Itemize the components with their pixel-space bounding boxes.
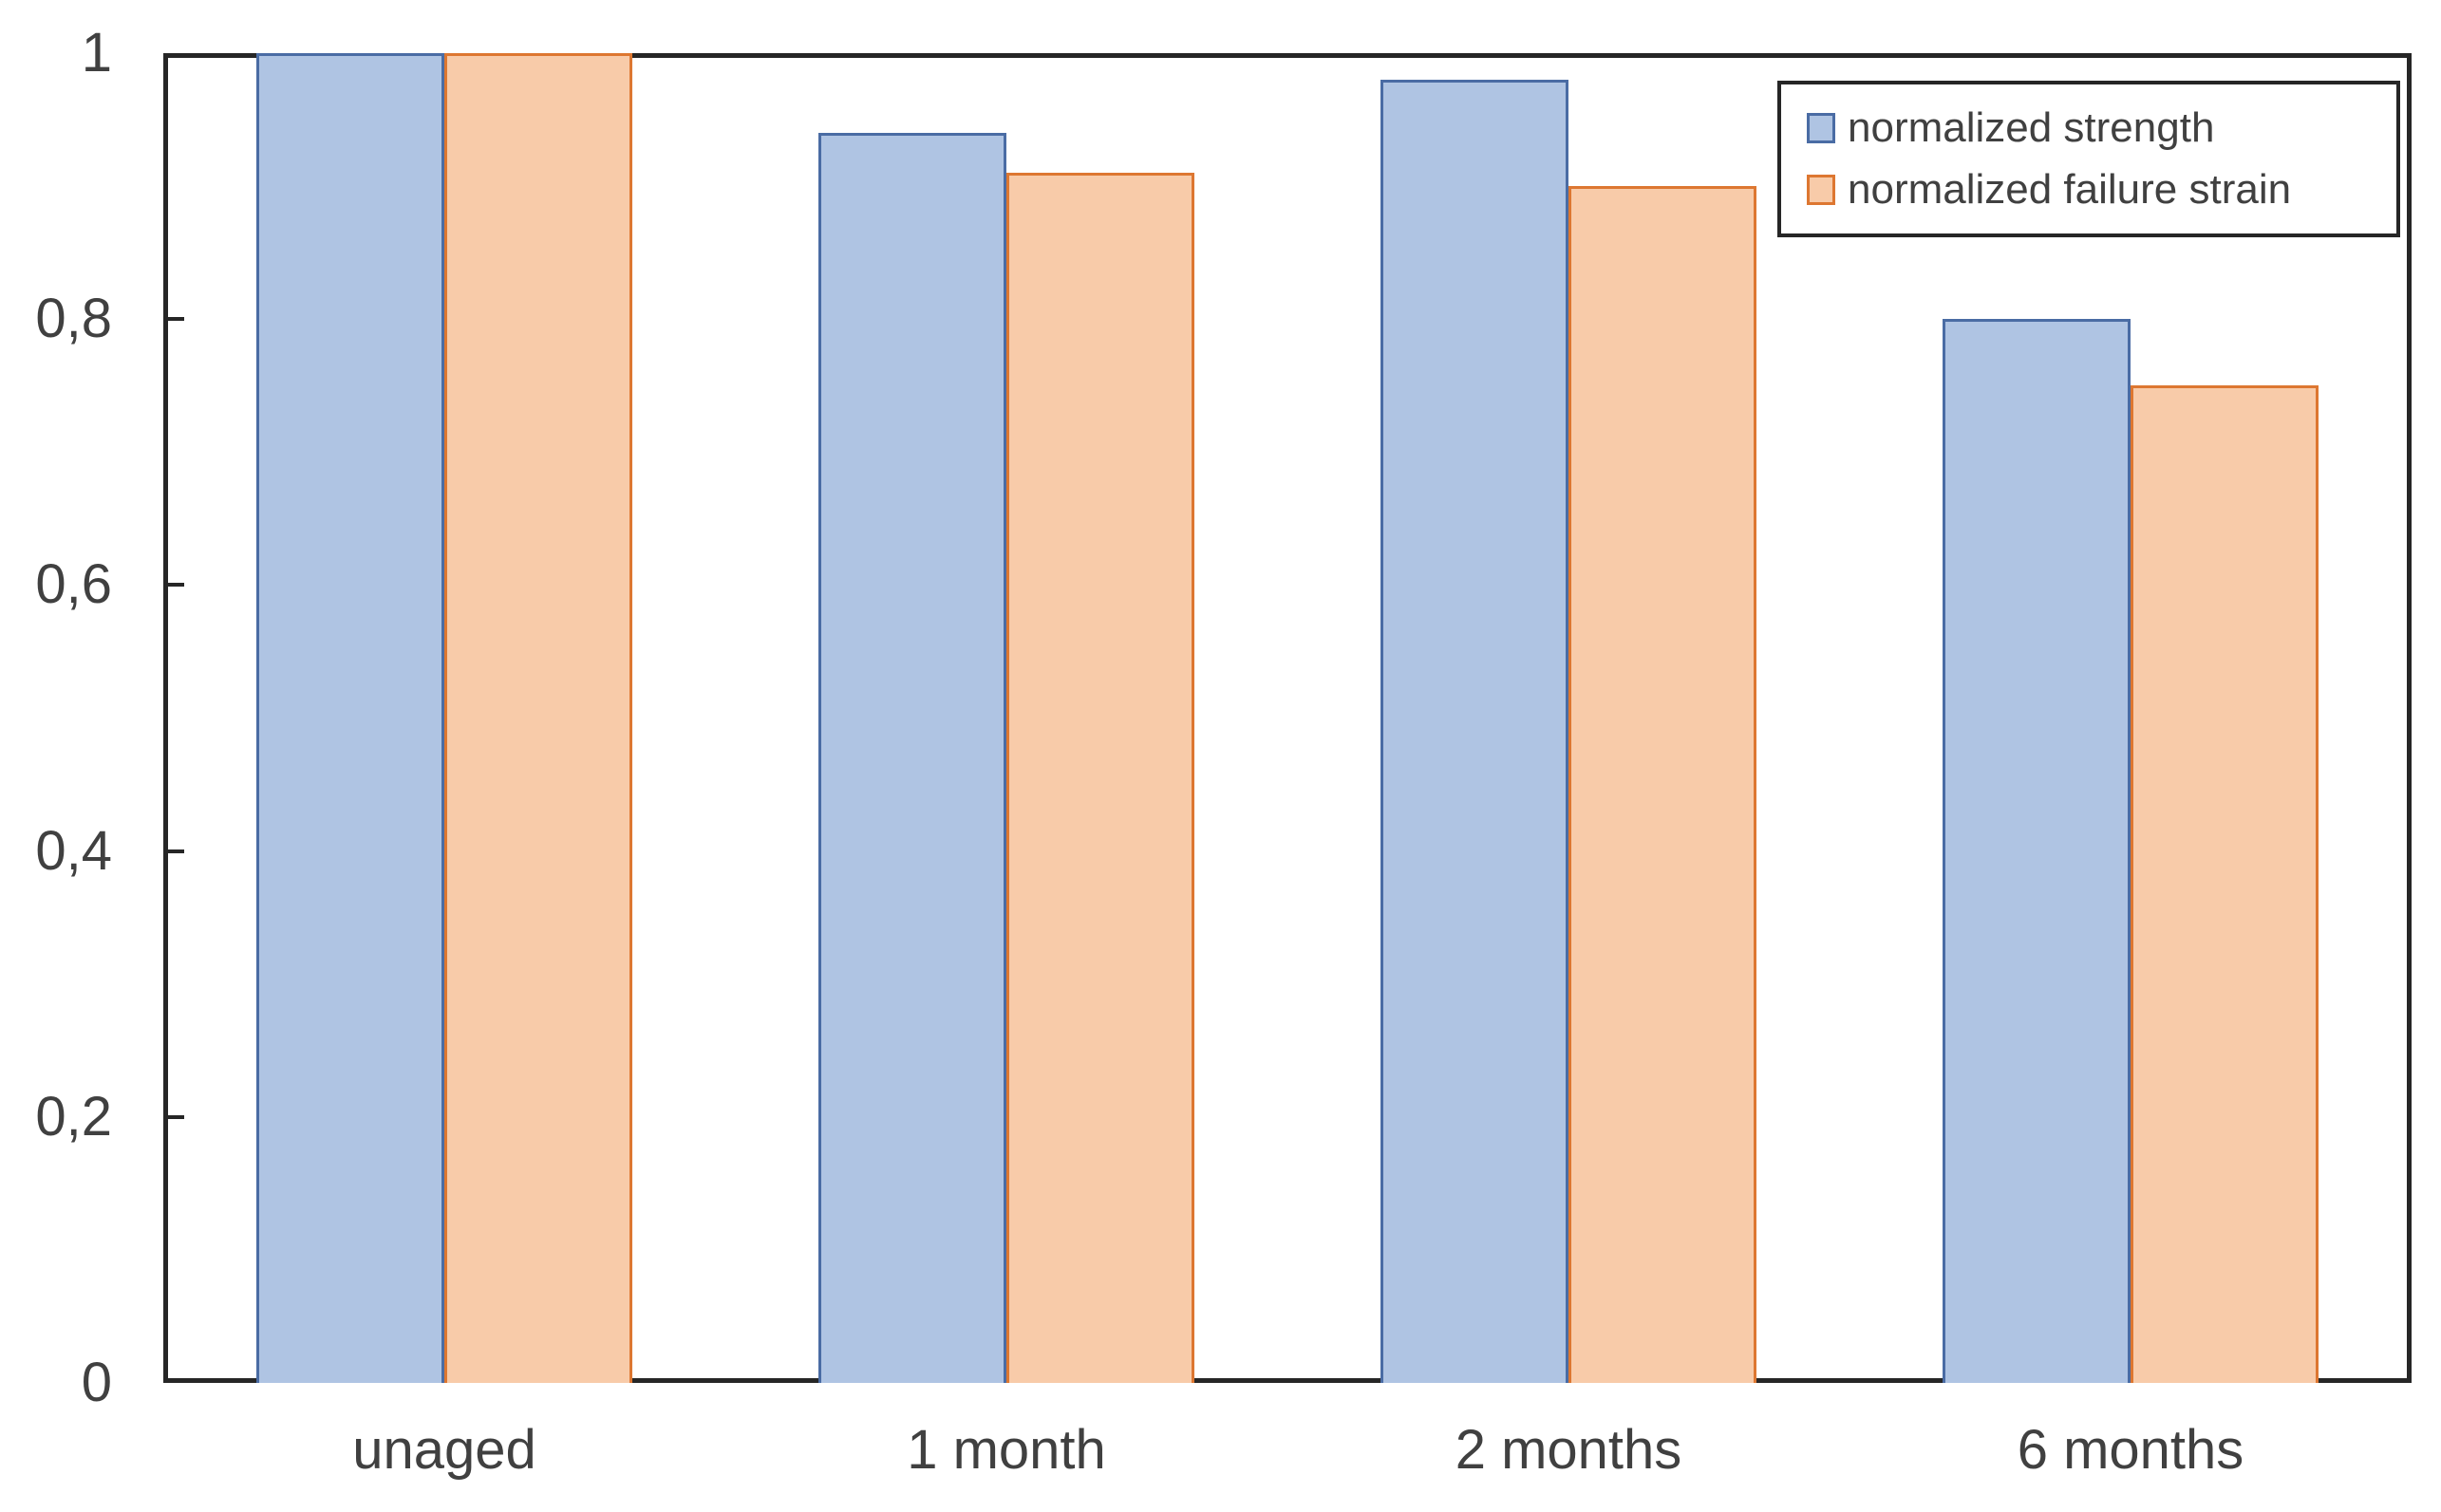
- bar-normalized-failure-strain-2-months: [1568, 186, 1756, 1383]
- y-tick-mark: [163, 849, 184, 853]
- y-tick-label: 0,6: [35, 553, 112, 616]
- legend-label-failure-strain: normalized failure strain: [1848, 166, 2292, 213]
- x-category-label: 2 months: [1455, 1419, 1682, 1481]
- y-tick-label: 0,8: [35, 288, 112, 350]
- legend-item-strength: normalized strength: [1807, 104, 2396, 152]
- y-tick-label: 1: [81, 22, 112, 84]
- bar-normalized-failure-strain-unaged: [444, 53, 632, 1383]
- y-tick-label: 0: [81, 1352, 112, 1413]
- bar-normalized-strength-1-month: [818, 133, 1006, 1383]
- legend-label-strength: normalized strength: [1848, 104, 2215, 151]
- bar-normalized-failure-strain-6-months: [2131, 385, 2319, 1383]
- legend: normalized strength normalized failure s…: [1777, 81, 2400, 237]
- y-tick-label: 0,2: [35, 1085, 112, 1148]
- y-tick-mark: [163, 583, 184, 588]
- bar-normalized-failure-strain-1-month: [1006, 173, 1194, 1383]
- legend-swatch-strength: [1807, 113, 1835, 143]
- bar-normalized-strength-unaged: [256, 53, 444, 1383]
- y-tick-mark: [163, 1114, 184, 1119]
- legend-item-failure-strain: normalized failure strain: [1807, 166, 2396, 214]
- x-category-label: unaged: [352, 1419, 536, 1481]
- x-category-label: 6 months: [2017, 1419, 2244, 1481]
- bar-normalized-strength-2-months: [1380, 80, 1568, 1383]
- bar-normalized-strength-6-months: [1943, 319, 2131, 1383]
- y-tick-mark: [163, 317, 184, 322]
- x-category-label: 1 month: [907, 1419, 1106, 1481]
- legend-swatch-failure-strain: [1807, 175, 1835, 205]
- y-tick-label: 0,4: [35, 819, 112, 882]
